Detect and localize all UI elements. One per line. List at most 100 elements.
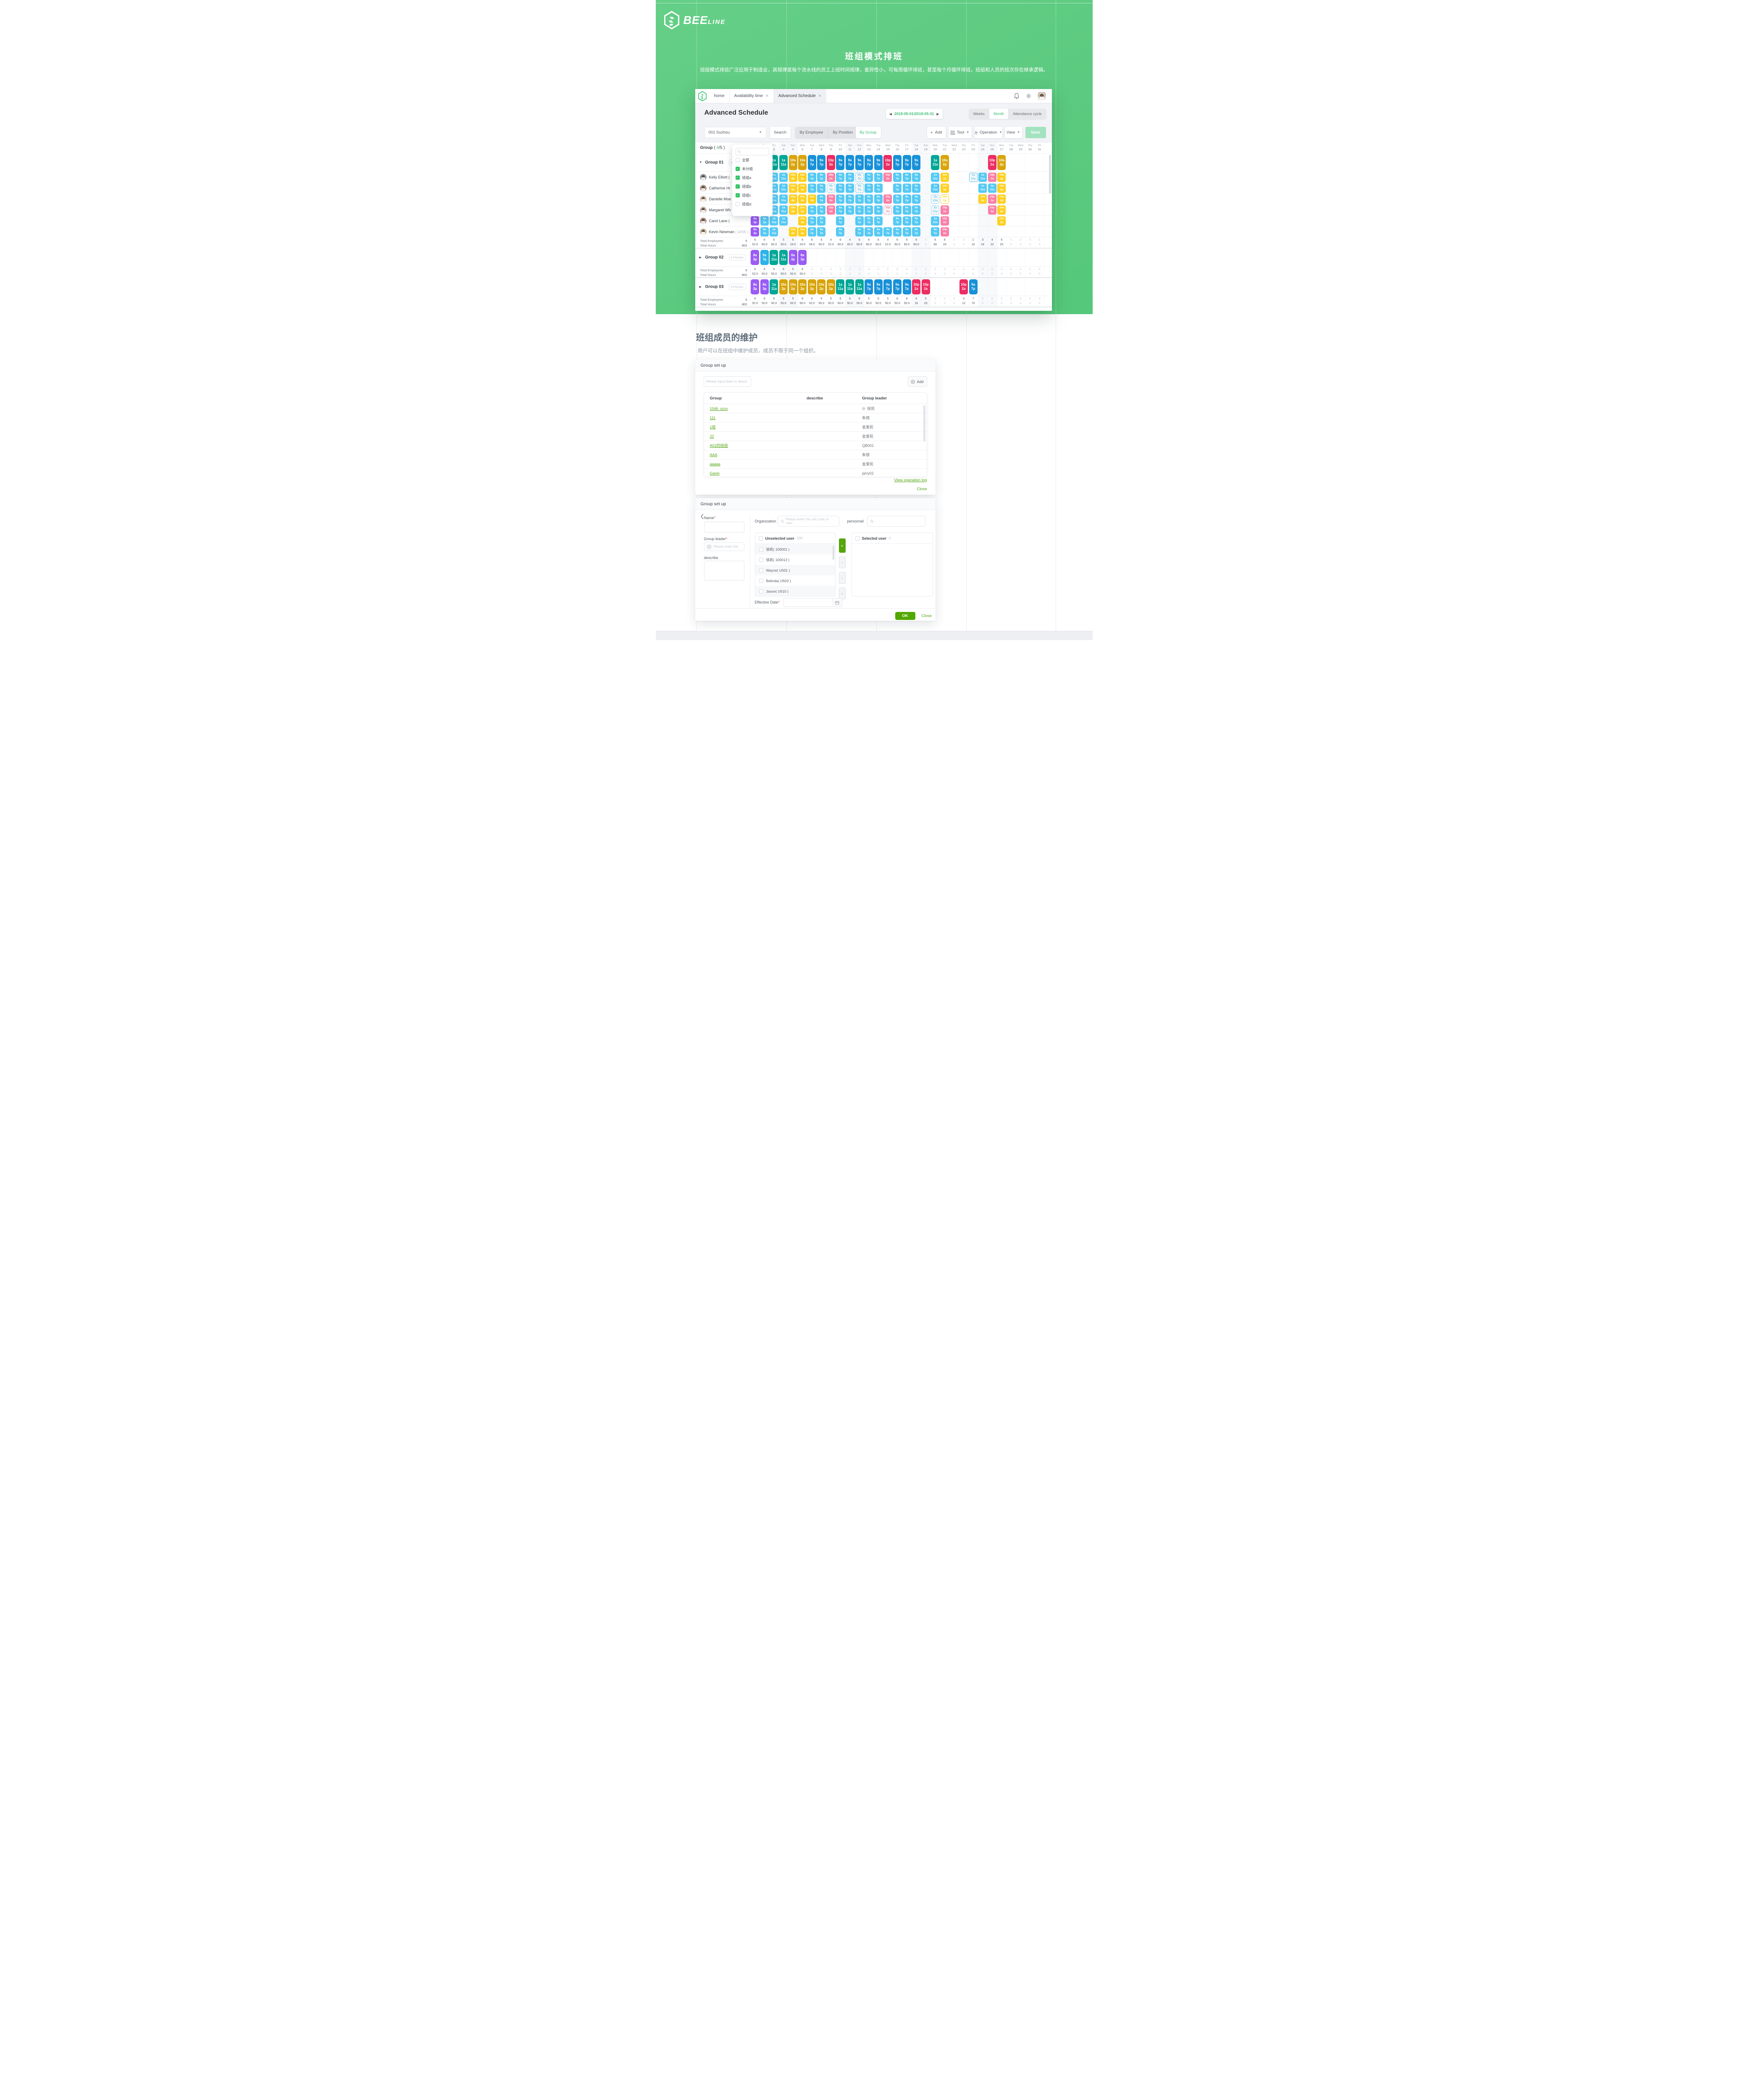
day-slot[interactable]: [1025, 183, 1035, 193]
shift-cell[interactable]: 1a 11a: [931, 194, 940, 204]
day-slot[interactable]: [845, 249, 855, 266]
day-slot[interactable]: 9a 7p: [874, 194, 883, 204]
bell-icon[interactable]: [1014, 93, 1020, 99]
shift-cell[interactable]: 8a 3p: [751, 279, 760, 294]
shift-cell[interactable]: 9a 7p: [760, 216, 769, 226]
day-slot[interactable]: [950, 194, 959, 204]
day-slot[interactable]: [874, 249, 883, 266]
day-slot[interactable]: 9a 7p: [893, 154, 902, 171]
shift-cell[interactable]: 9a 7p: [807, 216, 816, 226]
shift-cell[interactable]: 10a 2p: [789, 183, 797, 193]
day-slot[interactable]: 9a 7p: [864, 172, 874, 182]
day-slot[interactable]: [1007, 205, 1016, 215]
shift-cell[interactable]: 9a 7p: [893, 216, 902, 226]
day-slot[interactable]: 9a 7p: [874, 154, 883, 171]
day-slot[interactable]: [1007, 172, 1016, 182]
group-leader-input[interactable]: Please enter the: [704, 542, 744, 551]
day-slot[interactable]: 8a 3p: [760, 278, 770, 296]
shift-cell[interactable]: 9a 7p: [836, 155, 845, 170]
day-slot[interactable]: [864, 249, 874, 266]
day-slot[interactable]: 10a 2p: [940, 183, 950, 193]
shift-cell[interactable]: 9a 7p: [846, 183, 854, 193]
shift-cell[interactable]: 1a 11a: [978, 172, 987, 182]
checkbox[interactable]: [855, 536, 860, 541]
shift-cell[interactable]: 10p 2a: [912, 279, 921, 294]
filter-search-input[interactable]: [735, 148, 769, 155]
shift-cell[interactable]: 9a 7p: [865, 183, 873, 193]
shift-cell[interactable]: 9a 7p: [893, 155, 902, 170]
day-slot[interactable]: 9a 7p: [912, 226, 921, 237]
shift-cell[interactable]: 10p 2a: [921, 279, 930, 294]
day-slot[interactable]: 10p 2a: [940, 226, 950, 237]
shift-cell[interactable]: 8a 3p: [798, 250, 807, 265]
shift-cell[interactable]: 9a 7p: [855, 227, 864, 236]
shift-cell[interactable]: 9a 7p: [893, 205, 902, 215]
day-slot[interactable]: [950, 205, 959, 215]
day-slot[interactable]: 10a 2p: [798, 183, 807, 193]
day-slot[interactable]: [1007, 278, 1016, 296]
day-slot[interactable]: 9a 7p: [902, 172, 912, 182]
view-mode-month[interactable]: Month: [989, 109, 1009, 119]
checkbox[interactable]: [759, 578, 763, 583]
day-slot[interactable]: [940, 249, 950, 266]
shift-cell[interactable]: 10a 2p: [940, 155, 949, 170]
shift-cell[interactable]: 9a 7p: [836, 194, 845, 204]
day-slot[interactable]: 1a 11a: [931, 215, 940, 226]
shift-cell[interactable]: 9a 7p: [807, 155, 816, 170]
day-slot[interactable]: 1a 11a: [770, 215, 779, 226]
ok-button[interactable]: OK: [895, 612, 915, 620]
shift-cell[interactable]: 9a 7p: [912, 155, 921, 170]
shift-cell[interactable]: 9a 7p: [807, 172, 816, 182]
day-slot[interactable]: [1007, 194, 1016, 204]
shift-cell[interactable]: 9a 7p: [874, 205, 883, 215]
shift-cell[interactable]: 10a 2p: [940, 194, 949, 204]
filter-option[interactable]: ✓ 未分组: [735, 164, 769, 173]
name-input[interactable]: [704, 522, 744, 533]
day-slot[interactable]: [845, 226, 855, 237]
day-slot[interactable]: [921, 226, 931, 237]
day-slot[interactable]: 10a 2p: [997, 172, 1007, 182]
shift-cell[interactable]: 9a 7p: [902, 194, 911, 204]
day-slot[interactable]: [987, 215, 997, 226]
day-slot[interactable]: 10p 2a: [959, 278, 969, 296]
day-slot[interactable]: 9a 7p: [807, 154, 817, 171]
day-slot[interactable]: [826, 249, 836, 266]
shift-cell[interactable]: 9a 7p: [912, 205, 921, 215]
day-slot[interactable]: 9a 7p: [760, 249, 770, 266]
day-slot[interactable]: [921, 215, 931, 226]
day-slot[interactable]: 1a 11a: [770, 249, 779, 266]
shift-cell[interactable]: 10a 2p: [798, 227, 807, 236]
day-slot[interactable]: 8a 3p: [788, 249, 798, 266]
shift-cell[interactable]: 9a 7p: [883, 279, 892, 294]
by-position-button[interactable]: By Position: [828, 127, 858, 138]
day-slot[interactable]: [1035, 172, 1045, 182]
shift-cell[interactable]: 10a 2p: [789, 227, 797, 236]
day-slot[interactable]: [978, 278, 988, 296]
shift-cell[interactable]: 9a 7p: [855, 172, 864, 182]
day-slot[interactable]: 9a 7p: [874, 172, 883, 182]
day-slot[interactable]: [978, 154, 988, 171]
day-slot[interactable]: [959, 205, 969, 215]
organization-search-input[interactable]: Please enter the unit code or nam: [777, 516, 839, 527]
day-slot[interactable]: 9a 7p: [845, 194, 855, 204]
day-slot[interactable]: 9a 7p: [912, 172, 921, 182]
day-slot[interactable]: [931, 249, 940, 266]
shift-cell[interactable]: 9a 7p: [912, 172, 921, 182]
day-slot[interactable]: 9a 7p: [902, 226, 912, 237]
day-slot[interactable]: [1035, 226, 1045, 237]
day-slot[interactable]: 9a 7p: [854, 226, 865, 237]
shift-cell[interactable]: 10a 2p: [997, 216, 1006, 226]
checkbox-checked[interactable]: ✓: [735, 184, 740, 189]
shift-cell[interactable]: 10p 2a: [988, 205, 996, 215]
day-slot[interactable]: 9a 7p: [893, 183, 902, 193]
group-link[interactable]: aaaaa: [710, 462, 720, 466]
shift-cell[interactable]: 10p 2a: [826, 172, 835, 182]
day-slot[interactable]: 10a 2p: [997, 194, 1007, 204]
unselected-user-item[interactable]: 徐凯( 100001 ): [755, 544, 835, 554]
day-slot[interactable]: 9a 7p: [807, 183, 817, 193]
day-slot[interactable]: 9a 7p: [864, 226, 874, 237]
day-slot[interactable]: 9a 7p: [854, 172, 865, 182]
shift-cell[interactable]: 9a 7p: [865, 172, 873, 182]
day-slot[interactable]: 1a 11a: [978, 172, 988, 182]
shift-cell[interactable]: 10p 2a: [940, 216, 949, 226]
